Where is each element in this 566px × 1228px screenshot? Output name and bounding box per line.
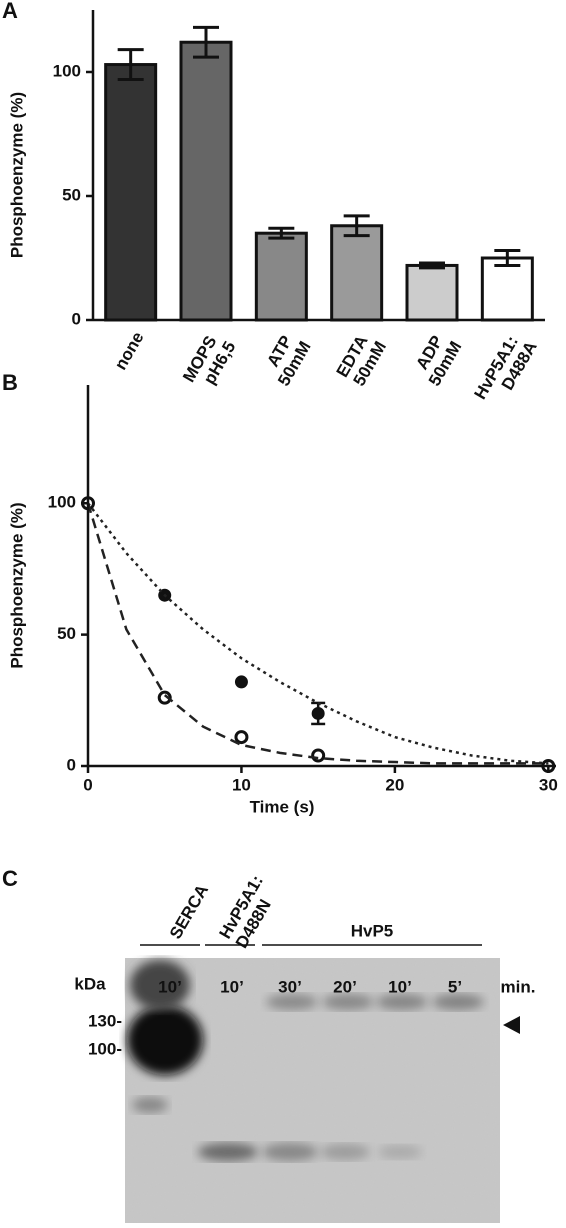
error-bar [494,249,521,267]
x-tick-label: ADP 50mM [409,329,466,390]
x-tick-label: MOPS pH6,5 [179,329,239,395]
lane-label: 20’ [333,977,357,996]
point [311,748,326,763]
group-label: HvP5A1: D488N [216,868,286,952]
error-bar [193,25,219,59]
x-tick-label: 20 [385,775,404,794]
y-tick-label: 100 [53,61,81,80]
time-unit: min. [501,977,536,996]
bar [254,231,308,322]
fit-line [86,502,549,765]
y-tick-label: 0 [67,755,76,774]
bar [330,224,384,322]
x-tick-label: HvP5A1: D488A [471,329,541,413]
x-tick-label: EDTA 50mM [333,329,390,391]
panel-label: C [2,866,18,891]
y-tick-label: 100 [48,493,76,512]
lane-label: 10’ [220,977,244,996]
unit-label: kDa [74,974,106,993]
bar [480,256,534,322]
y-tick-label: 50 [62,185,81,204]
y-axis-label: Phosphoenzyme (%) [7,502,26,668]
lane-label: 10’ [158,977,182,996]
gel-image [125,958,500,1223]
marker-label: 130- [88,1011,122,1030]
point [311,706,325,720]
x-tick-label: 30 [539,775,558,794]
y-tick-label: 50 [57,624,76,643]
lane-label: 30’ [278,977,302,996]
bar [405,263,459,322]
point [234,675,248,689]
point [234,730,249,745]
error-bar [343,214,370,238]
panel-label: A [2,0,18,23]
y-axis-label: Phosphoenzyme (%) [7,92,26,258]
y-tick-label: 0 [72,309,81,328]
x-tick-label: ATP 50mM [258,329,315,390]
error-bar [117,48,144,81]
marker-label: 100- [88,1039,122,1058]
bar [179,40,233,322]
fit-line [87,502,549,765]
arrowhead [503,1016,520,1034]
point [157,690,172,705]
group-label: SERCA [166,881,212,942]
x-tick-label: 10 [232,775,251,794]
x-tick-label: 0 [83,775,92,794]
panel-label: B [2,370,18,395]
bar [104,63,158,322]
error-bar [419,261,445,270]
lane-label: 5’ [448,977,462,996]
error-bar [268,226,295,240]
x-axis-label: Time (s) [250,797,315,816]
group-label: HvP5 [351,921,394,940]
lane-label: 10’ [388,977,412,996]
x-tick-label: none [111,329,148,374]
